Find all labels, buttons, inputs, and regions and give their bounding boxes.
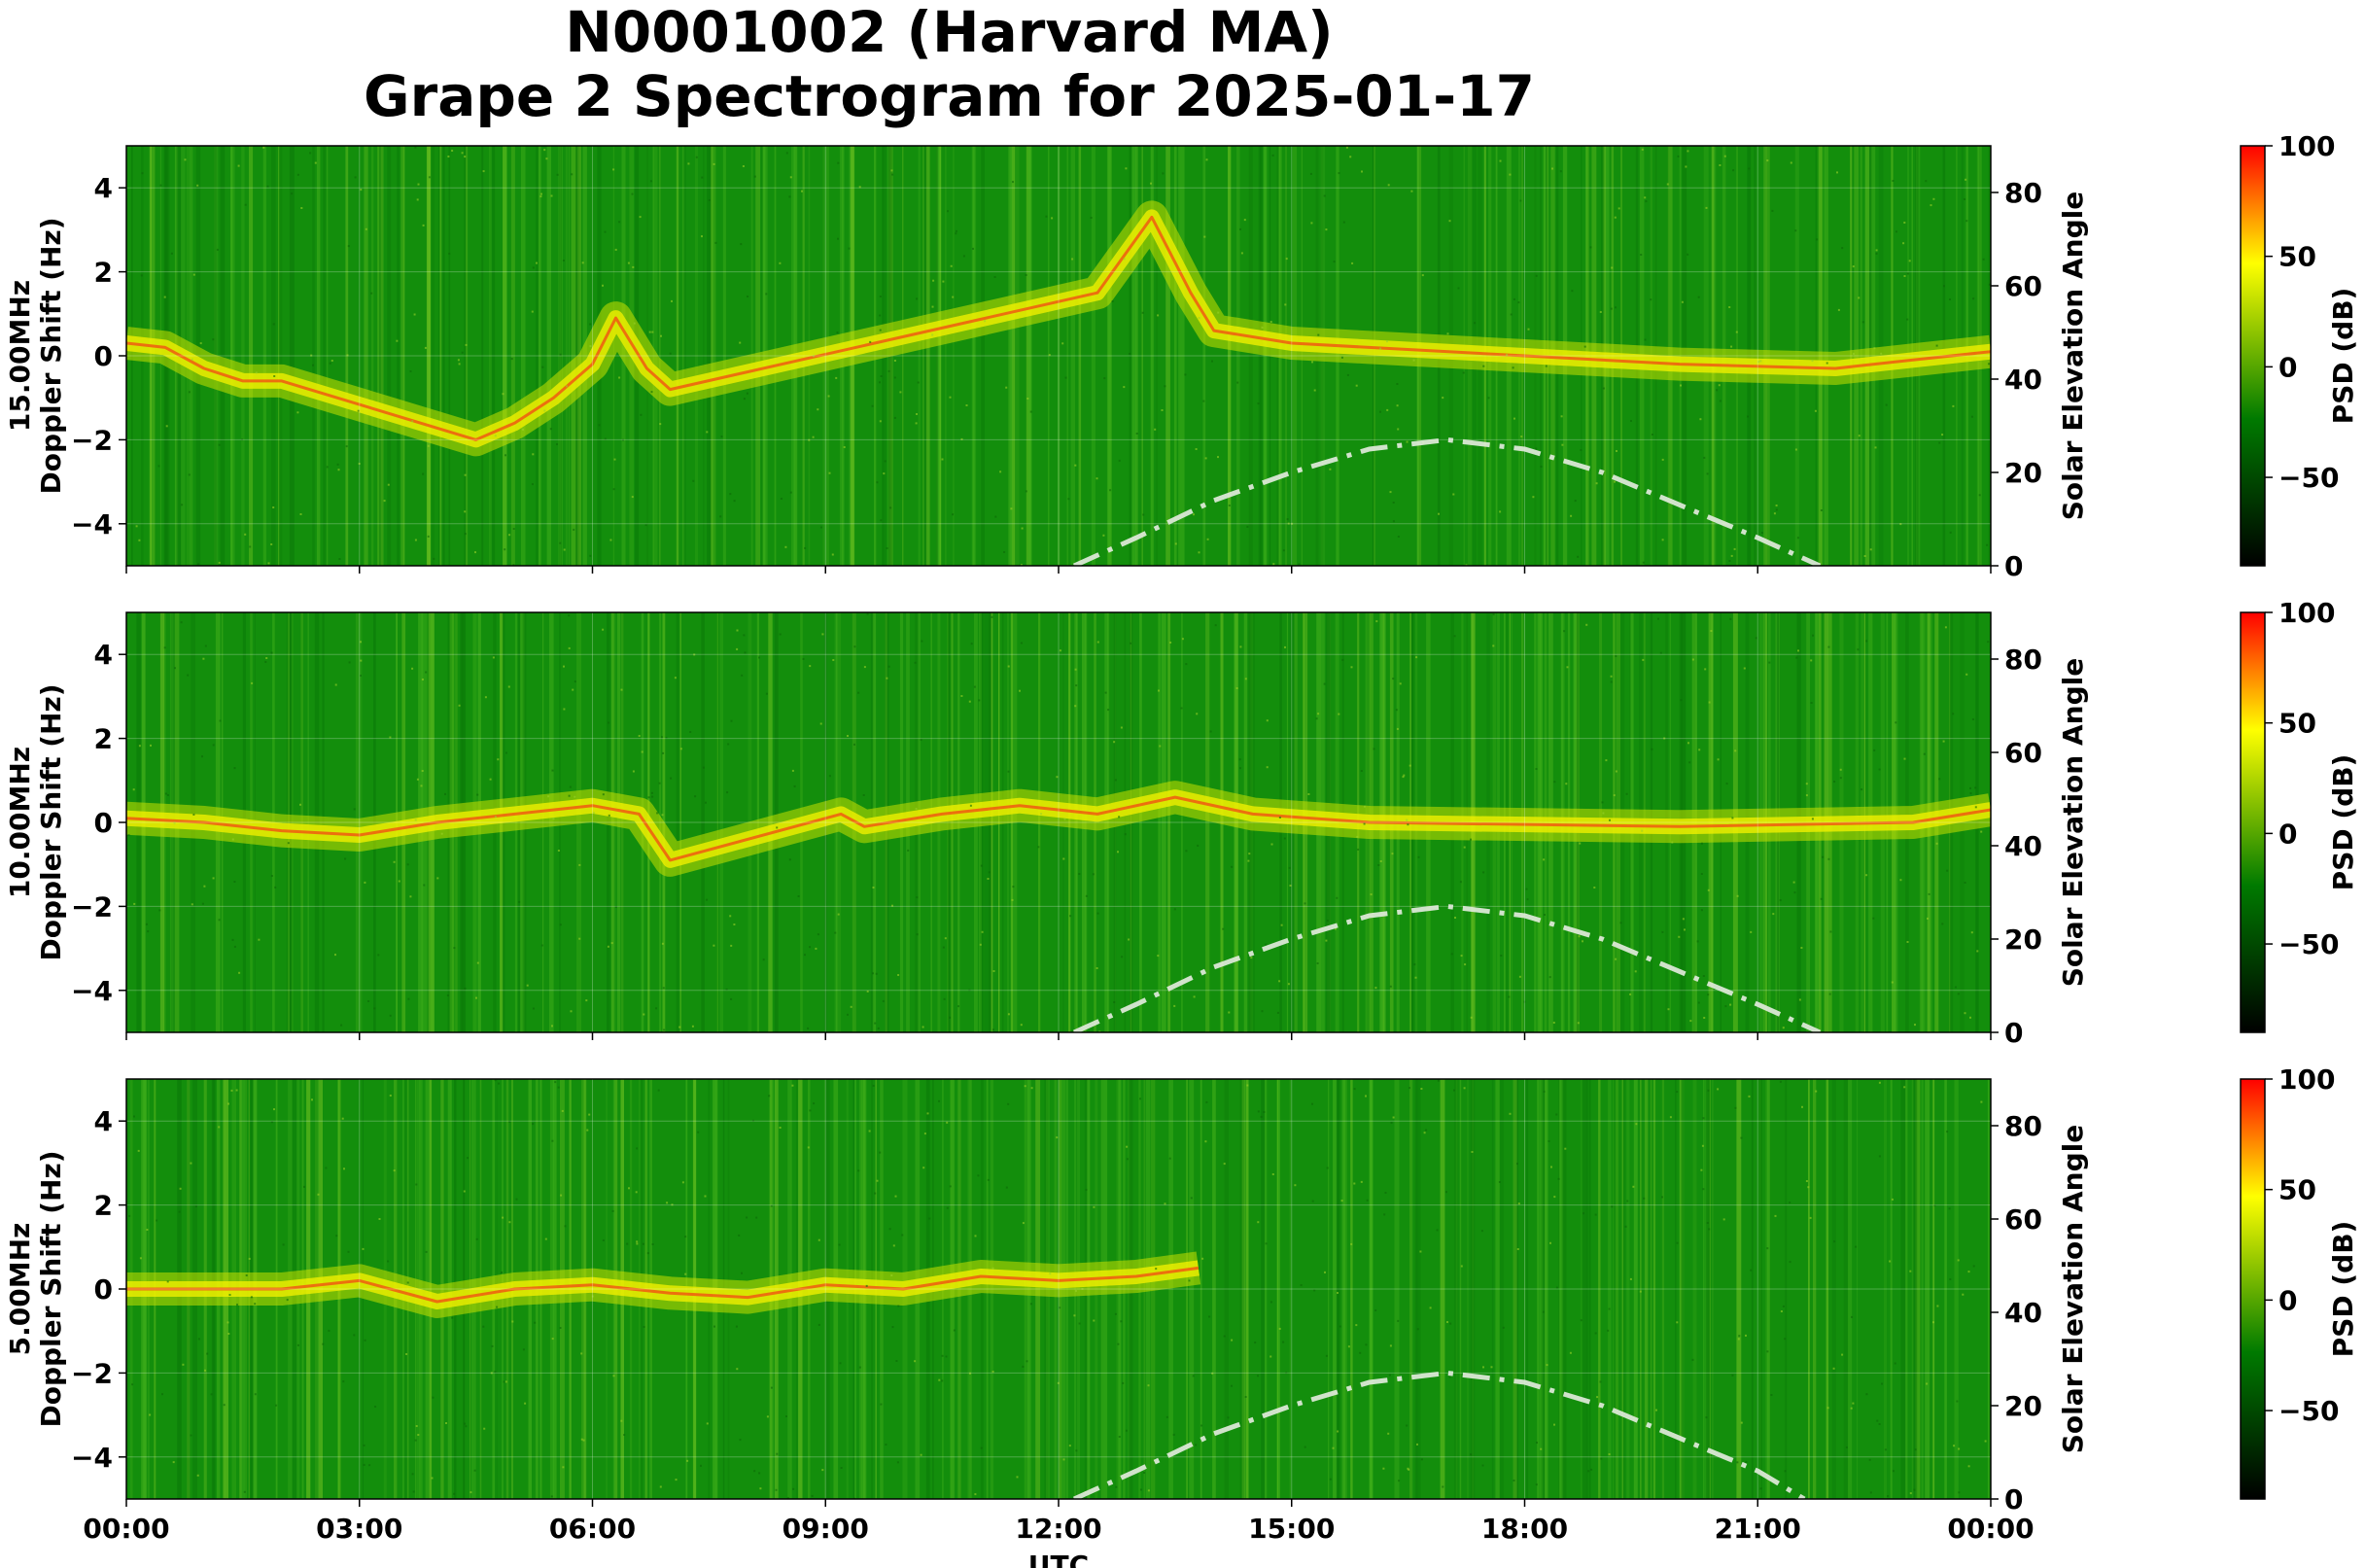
x-tick-label: 12:00 bbox=[1015, 1513, 1101, 1545]
colorbar-label: PSD (dB) bbox=[2327, 288, 2359, 425]
colorbar-tick-label: −50 bbox=[2278, 462, 2339, 494]
y-tick-label: −4 bbox=[71, 1442, 113, 1474]
x-tick-label: 06:00 bbox=[549, 1513, 636, 1545]
x-axis-label: UTC bbox=[1028, 1550, 1089, 1568]
spectrogram-image bbox=[126, 1079, 1991, 1499]
y-tick-label: 2 bbox=[94, 257, 113, 289]
x-tick-label: 00:00 bbox=[83, 1513, 169, 1545]
y2-tick-label: 20 bbox=[2004, 457, 2042, 489]
colorbar-label: PSD (dB) bbox=[2327, 754, 2359, 891]
chart-title-line2: Grape 2 Spectrogram for 2025-01-17 bbox=[364, 63, 1535, 129]
colorbar-tick-label: 100 bbox=[2278, 130, 2335, 162]
spectrogram-image bbox=[126, 612, 1991, 1032]
y-tick-label: 0 bbox=[94, 340, 113, 372]
doppler-trace bbox=[126, 795, 1991, 862]
y-axis-label-freq: 15.00MHz bbox=[4, 280, 36, 432]
colorbar-gradient bbox=[2240, 145, 2266, 567]
y2-axis-label: Solar Elevation Angle bbox=[2057, 1125, 2089, 1453]
colorbar-tick-label: 50 bbox=[2278, 1174, 2316, 1206]
y-tick-label: −2 bbox=[71, 1357, 113, 1389]
colorbar-tick-label: 0 bbox=[2278, 1284, 2297, 1316]
y-tick-label: 0 bbox=[94, 807, 113, 839]
colorbar-tick-label: −50 bbox=[2278, 928, 2339, 960]
y2-tick-label: 60 bbox=[2004, 1203, 2042, 1236]
colorbar-tick-label: 100 bbox=[2278, 597, 2335, 629]
doppler-trace bbox=[126, 215, 1991, 441]
y2-tick-label: 0 bbox=[2004, 1017, 2023, 1049]
y-axis-label: Doppler Shift (Hz) bbox=[35, 683, 67, 960]
colorbar-tick-label: 50 bbox=[2278, 241, 2316, 273]
y-tick-label: −2 bbox=[71, 890, 113, 923]
chart-title-line1: N0001002 (Harvard MA) bbox=[565, 0, 1334, 65]
y2-tick-label: 40 bbox=[2004, 364, 2042, 396]
y2-tick-label: 0 bbox=[2004, 550, 2023, 582]
y2-tick-label: 60 bbox=[2004, 737, 2042, 769]
y-tick-label: −4 bbox=[71, 508, 113, 540]
y-tick-label: −2 bbox=[71, 424, 113, 456]
solar-elevation-curve bbox=[1072, 436, 1822, 566]
spectrogram-image bbox=[126, 146, 1991, 566]
solar-elevation-curve bbox=[1072, 1370, 1806, 1499]
y-tick-label: 2 bbox=[94, 723, 113, 755]
y2-tick-label: 80 bbox=[2004, 1110, 2042, 1142]
y2-tick-label: 80 bbox=[2004, 177, 2042, 209]
y2-tick-label: 20 bbox=[2004, 923, 2042, 956]
colorbar-tick-label: −50 bbox=[2278, 1395, 2339, 1427]
colorbar-tick-label: 50 bbox=[2278, 708, 2316, 740]
colorbar-tick-label: 100 bbox=[2278, 1063, 2335, 1096]
colorbar-tick-label: 0 bbox=[2278, 818, 2297, 850]
y-tick-label: 4 bbox=[94, 639, 113, 671]
y2-axis-label: Solar Elevation Angle bbox=[2057, 192, 2089, 520]
colorbar-label: PSD (dB) bbox=[2327, 1221, 2359, 1358]
solar-elevation-curve bbox=[1072, 903, 1822, 1032]
x-tick-label: 21:00 bbox=[1715, 1513, 1801, 1545]
y-axis-label: Doppler Shift (Hz) bbox=[35, 217, 67, 494]
x-tick-label: 18:00 bbox=[1481, 1513, 1568, 1545]
y-axis-label-freq: 10.00MHz bbox=[4, 747, 36, 898]
y-axis-label-freq: 5.00MHz bbox=[4, 1223, 36, 1356]
colorbar: 100 50 0 −50 PSD (dB) bbox=[2240, 597, 2359, 1033]
y-axis-label: Doppler Shift (Hz) bbox=[35, 1150, 67, 1427]
y-tick-label: 0 bbox=[94, 1273, 113, 1306]
x-tick-label: 00:00 bbox=[1947, 1513, 2034, 1545]
colorbar: 100 50 0 −50 PSD (dB) bbox=[2240, 130, 2359, 567]
y2-tick-label: 0 bbox=[2004, 1483, 2023, 1516]
y2-axis-label: Solar Elevation Angle bbox=[2057, 658, 2089, 987]
colorbar-gradient bbox=[2240, 611, 2266, 1033]
y2-tick-label: 40 bbox=[2004, 830, 2042, 862]
y2-tick-label: 80 bbox=[2004, 644, 2042, 676]
y-tick-label: 4 bbox=[94, 172, 113, 204]
x-tick-label: 03:00 bbox=[316, 1513, 402, 1545]
x-tick-label: 15:00 bbox=[1248, 1513, 1335, 1545]
y2-tick-label: 60 bbox=[2004, 270, 2042, 302]
colorbar-tick-label: 0 bbox=[2278, 351, 2297, 383]
colorbar-gradient bbox=[2240, 1078, 2266, 1500]
colorbar: 100 50 0 −50 PSD (dB) bbox=[2240, 1063, 2359, 1500]
x-tick-label: 09:00 bbox=[783, 1513, 869, 1545]
y2-tick-label: 20 bbox=[2004, 1390, 2042, 1422]
y-tick-label: 4 bbox=[94, 1105, 113, 1137]
doppler-trace bbox=[126, 1266, 1200, 1304]
y-tick-label: 2 bbox=[94, 1190, 113, 1222]
y2-tick-label: 40 bbox=[2004, 1297, 2042, 1329]
y-tick-label: −4 bbox=[71, 975, 113, 1007]
